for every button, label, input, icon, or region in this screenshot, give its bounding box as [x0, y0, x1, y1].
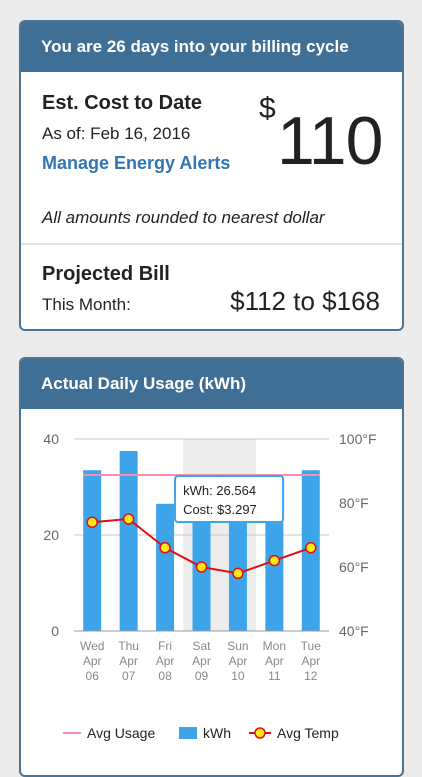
x-axis-tick-label: 09 [195, 669, 209, 683]
kwh-bar [156, 503, 175, 631]
as-of-date: As of: Feb 16, 2016 [42, 124, 191, 143]
avg-temp-point [122, 513, 135, 525]
legend-avg-temp-symbol [254, 727, 266, 739]
legend-kwh-label: kWh [203, 725, 231, 741]
avg-temp-point [305, 542, 317, 554]
x-axis-tick-label: Apr [192, 654, 211, 668]
x-axis-tick-label: Mon [263, 639, 286, 653]
x-axis-tick-label: Fri [158, 639, 172, 653]
x-axis-tick-label: Thu [118, 639, 139, 653]
x-axis-tick-label: Sun [227, 639, 248, 653]
chart-legend: Avg Usage kWh Avg Temp [63, 725, 339, 741]
right-axis-tick: 40°F [339, 623, 369, 639]
legend-avg-usage-label: Avg Usage [87, 725, 155, 741]
legend-kwh-symbol [179, 727, 197, 739]
x-axis-tick-label: 08 [158, 669, 172, 683]
right-axis-tick: 60°F [339, 559, 369, 575]
projected-bill-range: $112 to $168 [230, 286, 380, 316]
right-axis-tick: 100°F [339, 431, 377, 447]
avg-temp-point [86, 516, 98, 528]
x-axis-tick-label: 12 [304, 669, 318, 683]
x-axis-tick-label: Apr [83, 654, 102, 668]
projected-bill-label: This Month: [42, 295, 131, 314]
x-axis-tick-label: 11 [268, 669, 281, 683]
kwh-bar [119, 451, 138, 631]
x-axis-tick-label: 07 [122, 669, 136, 683]
billing-card-header: You are 26 days into your billing cycle [21, 22, 402, 72]
x-axis-tick-label: Apr [265, 654, 284, 668]
x-axis-tick-label: Apr [229, 654, 248, 668]
tooltip-cost: Cost: $3.297 [183, 502, 257, 517]
avg-temp-point [268, 554, 281, 567]
est-cost-title: Est. Cost to Date [42, 92, 203, 114]
x-axis-tick-label: Apr [301, 654, 320, 668]
x-axis-tick-label: Apr [119, 654, 138, 668]
kwh-bar [83, 470, 102, 631]
x-axis-tick-label: Apr [156, 654, 175, 668]
usage-chart[interactable]: 0204040°F60°F80°F100°FWedApr06ThuApr07Fr… [21, 409, 402, 709]
x-axis-tick-label: Tue [301, 639, 322, 653]
left-axis-tick: 20 [43, 527, 59, 543]
usage-card: Actual Daily Usage (kWh) 0 20 40 40°F 60°F 80… [19, 357, 404, 777]
rounding-note: All amounts rounded to nearest dollar [42, 208, 325, 227]
tooltip-kwh: kWh: 26.564 [183, 483, 256, 498]
x-axis-tick-label: Wed [80, 639, 104, 653]
left-axis-tick: 0 [51, 623, 59, 639]
tooltip-box [174, 475, 285, 523]
x-axis-tick-label: 10 [231, 669, 245, 683]
billing-card: You are 26 days into your billing cycle … [19, 20, 404, 331]
manage-energy-alerts-link[interactable]: Manage Energy Alerts [42, 153, 231, 173]
usage-card-header: Actual Daily Usage (kWh) [21, 359, 402, 409]
divider [21, 243, 402, 245]
right-axis-tick: 80°F [339, 495, 369, 511]
legend-avg-temp-label: Avg Temp [277, 725, 339, 741]
x-axis-tick-label: Sat [192, 639, 211, 653]
currency-symbol: $ [259, 92, 276, 125]
avg-temp-point [232, 567, 244, 580]
left-axis-tick: 40 [43, 431, 59, 447]
x-axis-tick-label: 06 [86, 669, 100, 683]
avg-temp-point [195, 561, 208, 573]
avg-temp-point [159, 542, 171, 554]
est-cost-value: 110 [277, 103, 383, 179]
projected-bill-title: Projected Bill [42, 263, 170, 285]
usage-tooltip: kWh: 26.564 Cost: $3.297 [174, 475, 285, 523]
